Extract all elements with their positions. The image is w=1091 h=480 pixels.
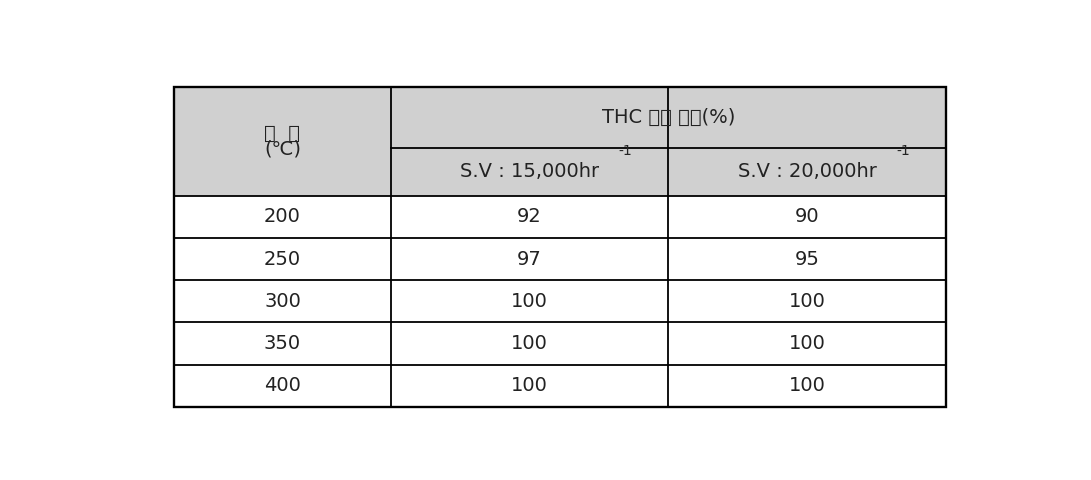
Bar — [669, 148, 946, 196]
Text: 100: 100 — [789, 334, 826, 353]
Bar — [391, 365, 669, 407]
Bar — [669, 196, 946, 238]
Text: 100: 100 — [789, 292, 826, 311]
Bar — [175, 280, 391, 323]
Bar — [391, 323, 669, 365]
Text: 95: 95 — [795, 250, 819, 269]
Bar — [175, 323, 391, 365]
Bar — [175, 196, 391, 238]
Text: 100: 100 — [789, 376, 826, 395]
Bar — [391, 87, 946, 148]
Bar — [175, 87, 946, 407]
Bar — [175, 87, 391, 196]
Text: 400: 400 — [264, 376, 301, 395]
Text: 100: 100 — [511, 334, 548, 353]
Text: 350: 350 — [264, 334, 301, 353]
Bar — [391, 238, 669, 280]
Text: 300: 300 — [264, 292, 301, 311]
Bar — [669, 323, 946, 365]
Text: 100: 100 — [511, 376, 548, 395]
Text: THC 저감 효율(%): THC 저감 효율(%) — [602, 108, 735, 127]
Text: 90: 90 — [795, 207, 819, 227]
Bar — [669, 238, 946, 280]
Text: 온  도: 온 도 — [264, 124, 300, 143]
Text: -1: -1 — [897, 144, 910, 158]
Text: 200: 200 — [264, 207, 301, 227]
Text: S.V : 15,000hr: S.V : 15,000hr — [460, 162, 599, 181]
Text: S.V : 20,000hr: S.V : 20,000hr — [738, 162, 877, 181]
Bar — [669, 365, 946, 407]
Bar — [669, 280, 946, 323]
Bar — [175, 238, 391, 280]
Text: 250: 250 — [264, 250, 301, 269]
Text: 97: 97 — [517, 250, 542, 269]
Bar — [391, 148, 669, 196]
Bar — [391, 280, 669, 323]
Text: -1: -1 — [619, 144, 632, 158]
Text: (℃): (℃) — [264, 140, 301, 159]
Text: 100: 100 — [511, 292, 548, 311]
Text: 92: 92 — [517, 207, 542, 227]
Bar — [391, 196, 669, 238]
Bar — [175, 365, 391, 407]
